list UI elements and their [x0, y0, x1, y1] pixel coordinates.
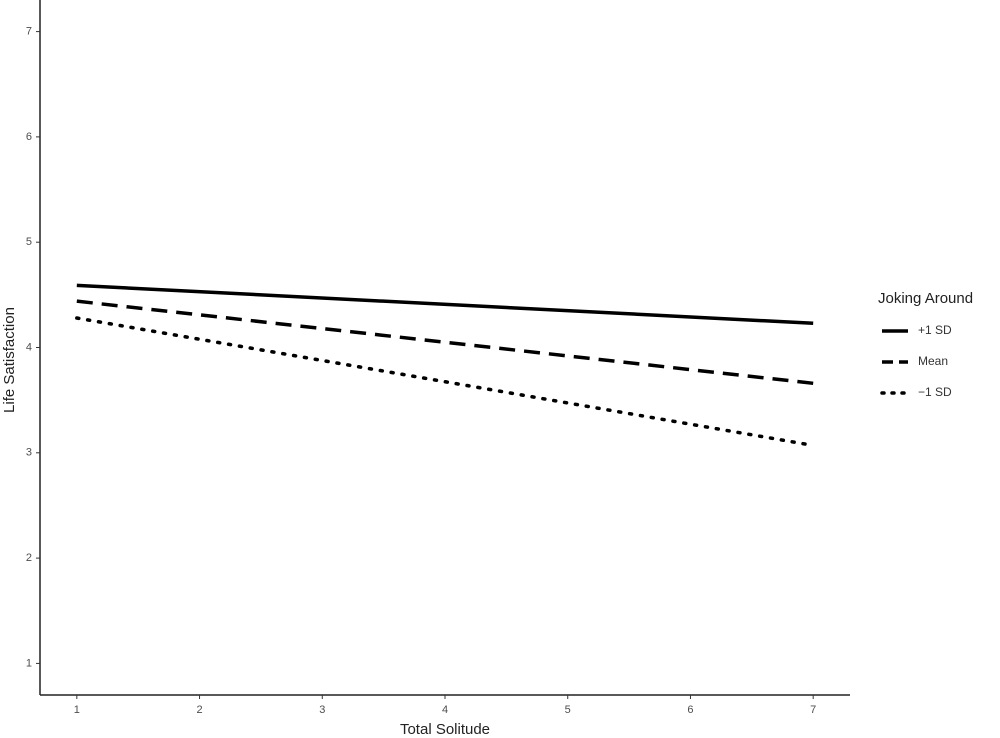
y-tick-label: 6 — [26, 131, 32, 143]
x-tick-label: 5 — [565, 704, 571, 716]
x-tick-label: 6 — [687, 704, 693, 716]
x-axis-title: Total Solitude — [400, 721, 490, 738]
y-tick-label: 3 — [26, 447, 32, 459]
legend-label: +1 SD — [918, 323, 952, 337]
x-tick-label: 4 — [442, 704, 448, 716]
y-tick-label: 7 — [26, 25, 32, 37]
legend-title: Joking Around — [878, 290, 973, 307]
data-line — [76, 283, 814, 326]
x-tick-label: 7 — [810, 704, 816, 716]
y-axis-title: Life Satisfaction — [1, 307, 18, 413]
y-tick-label: 1 — [26, 657, 32, 669]
data-line — [76, 299, 814, 386]
x-tick-label: 2 — [196, 704, 202, 716]
y-tick-label: 5 — [26, 236, 32, 248]
x-tick-label: 1 — [74, 704, 80, 716]
data-line — [75, 316, 815, 448]
legend-label: −1 SD — [918, 385, 952, 399]
y-tick-label: 2 — [26, 552, 32, 564]
y-tick-label: 4 — [26, 341, 32, 353]
legend-label: Mean — [918, 354, 948, 368]
x-tick-label: 3 — [319, 704, 325, 716]
